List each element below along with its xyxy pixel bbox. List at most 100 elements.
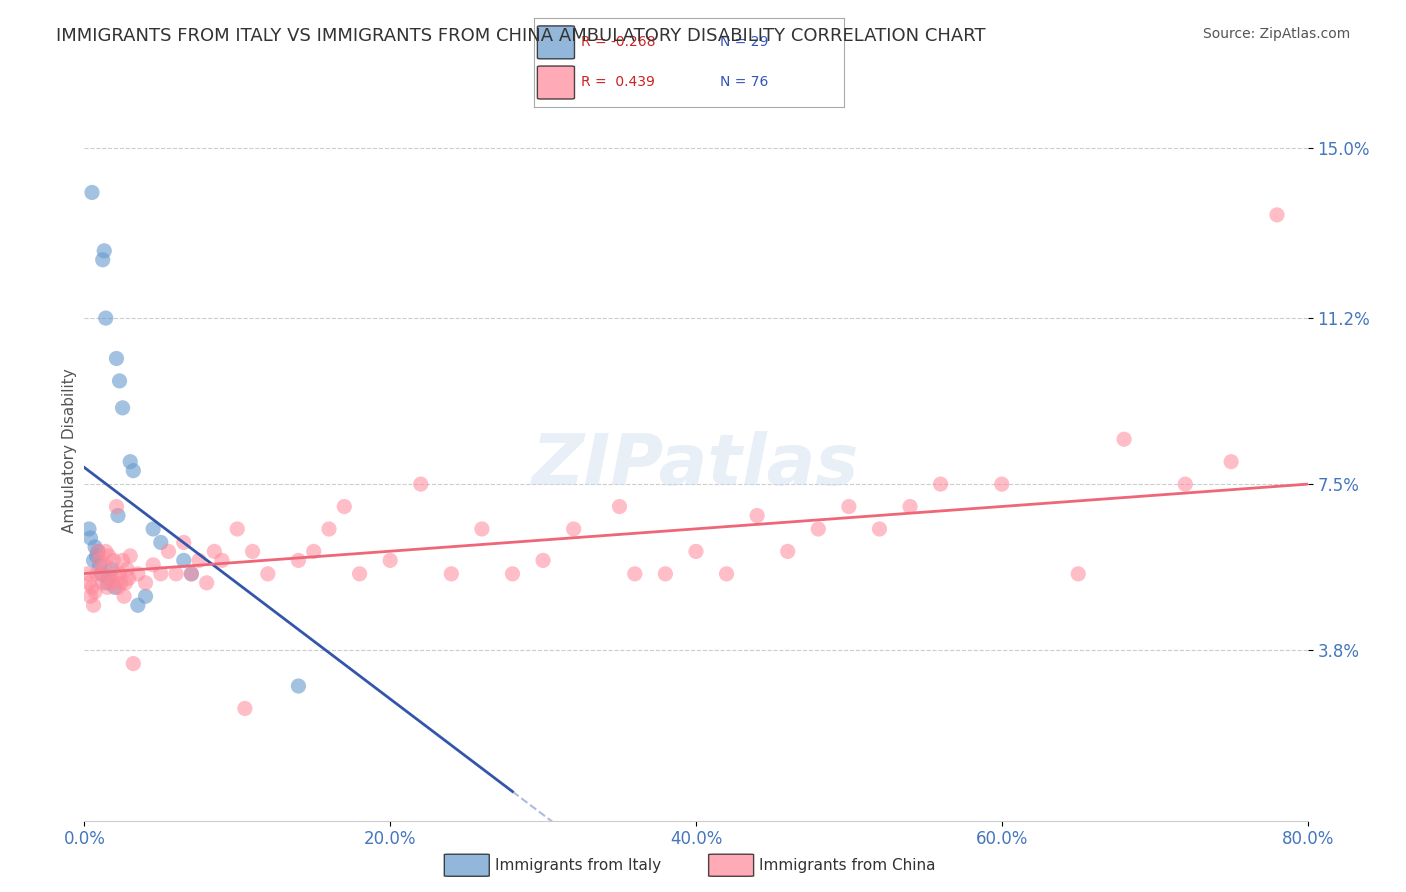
Point — [104, 580, 127, 594]
Point — [991, 477, 1014, 491]
Point — [716, 566, 738, 581]
Point — [112, 589, 135, 603]
Point — [173, 553, 195, 567]
FancyBboxPatch shape — [444, 855, 489, 876]
Point — [101, 575, 124, 590]
Point — [409, 477, 432, 491]
Text: N = 76: N = 76 — [720, 75, 768, 89]
Point — [1265, 208, 1288, 222]
Point — [97, 571, 120, 585]
Point — [90, 566, 112, 581]
Point — [302, 544, 325, 558]
Point — [120, 455, 142, 469]
FancyBboxPatch shape — [537, 26, 575, 59]
Point — [118, 571, 141, 585]
Point — [195, 575, 218, 590]
Point — [135, 589, 157, 603]
Text: ZIPatlas: ZIPatlas — [533, 431, 859, 500]
Point — [654, 566, 676, 581]
Point — [929, 477, 952, 491]
Point — [127, 599, 149, 613]
Point — [380, 553, 402, 567]
Point — [502, 566, 524, 581]
Point — [838, 500, 860, 514]
Point — [898, 500, 921, 514]
Point — [142, 522, 165, 536]
Point — [318, 522, 340, 536]
Point — [807, 522, 830, 536]
Point — [79, 531, 101, 545]
Point — [105, 351, 128, 366]
Point — [80, 186, 103, 200]
Point — [287, 679, 309, 693]
Point — [609, 500, 631, 514]
Point — [349, 566, 371, 581]
Point — [76, 566, 98, 581]
Point — [233, 701, 256, 715]
Point — [1067, 566, 1090, 581]
Point — [333, 500, 356, 514]
Point — [562, 522, 585, 536]
Point — [165, 566, 187, 581]
Point — [242, 544, 264, 558]
Point — [173, 535, 195, 549]
Point — [87, 544, 110, 558]
Point — [86, 549, 108, 563]
Point — [122, 464, 145, 478]
Point — [111, 401, 134, 415]
Point — [103, 553, 125, 567]
Point — [91, 252, 114, 267]
Point — [91, 575, 114, 590]
Point — [90, 566, 112, 581]
Point — [180, 566, 202, 581]
Text: N = 29: N = 29 — [720, 35, 768, 49]
Point — [747, 508, 769, 523]
Point — [89, 553, 111, 567]
Y-axis label: Ambulatory Disability: Ambulatory Disability — [62, 368, 77, 533]
Text: IMMIGRANTS FROM ITALY VS IMMIGRANTS FROM CHINA AMBULATORY DISABILITY CORRELATION: IMMIGRANTS FROM ITALY VS IMMIGRANTS FROM… — [56, 27, 986, 45]
Point — [105, 500, 128, 514]
Point — [77, 522, 100, 536]
Point — [624, 566, 647, 581]
Point — [142, 558, 165, 572]
Point — [96, 580, 118, 594]
Point — [149, 566, 172, 581]
Point — [776, 544, 799, 558]
Point — [83, 599, 105, 613]
FancyBboxPatch shape — [537, 66, 575, 99]
Point — [211, 553, 233, 567]
Point — [1220, 455, 1243, 469]
Point — [97, 549, 120, 563]
Text: R =  0.439: R = 0.439 — [581, 75, 655, 89]
Point — [84, 540, 107, 554]
Text: R = -0.268: R = -0.268 — [581, 35, 655, 49]
Point — [114, 575, 136, 590]
Point — [122, 657, 145, 671]
Point — [104, 566, 127, 581]
Point — [127, 566, 149, 581]
Point — [135, 575, 157, 590]
Point — [96, 575, 118, 590]
Point — [77, 575, 100, 590]
Point — [287, 553, 309, 567]
Point — [120, 549, 142, 563]
Point — [87, 544, 110, 558]
Point — [98, 571, 121, 585]
Point — [80, 580, 103, 594]
Point — [108, 374, 131, 388]
Point — [1174, 477, 1197, 491]
FancyBboxPatch shape — [709, 855, 754, 876]
Point — [180, 566, 202, 581]
Text: Source: ZipAtlas.com: Source: ZipAtlas.com — [1202, 27, 1350, 41]
Text: Immigrants from Italy: Immigrants from Italy — [495, 858, 661, 872]
Point — [86, 566, 108, 581]
Point — [188, 553, 211, 567]
Point — [107, 580, 129, 594]
Point — [110, 575, 132, 590]
Point — [89, 558, 111, 572]
Point — [107, 508, 129, 523]
Point — [94, 544, 117, 558]
Point — [685, 544, 707, 558]
Point — [115, 562, 138, 576]
Point — [149, 535, 172, 549]
